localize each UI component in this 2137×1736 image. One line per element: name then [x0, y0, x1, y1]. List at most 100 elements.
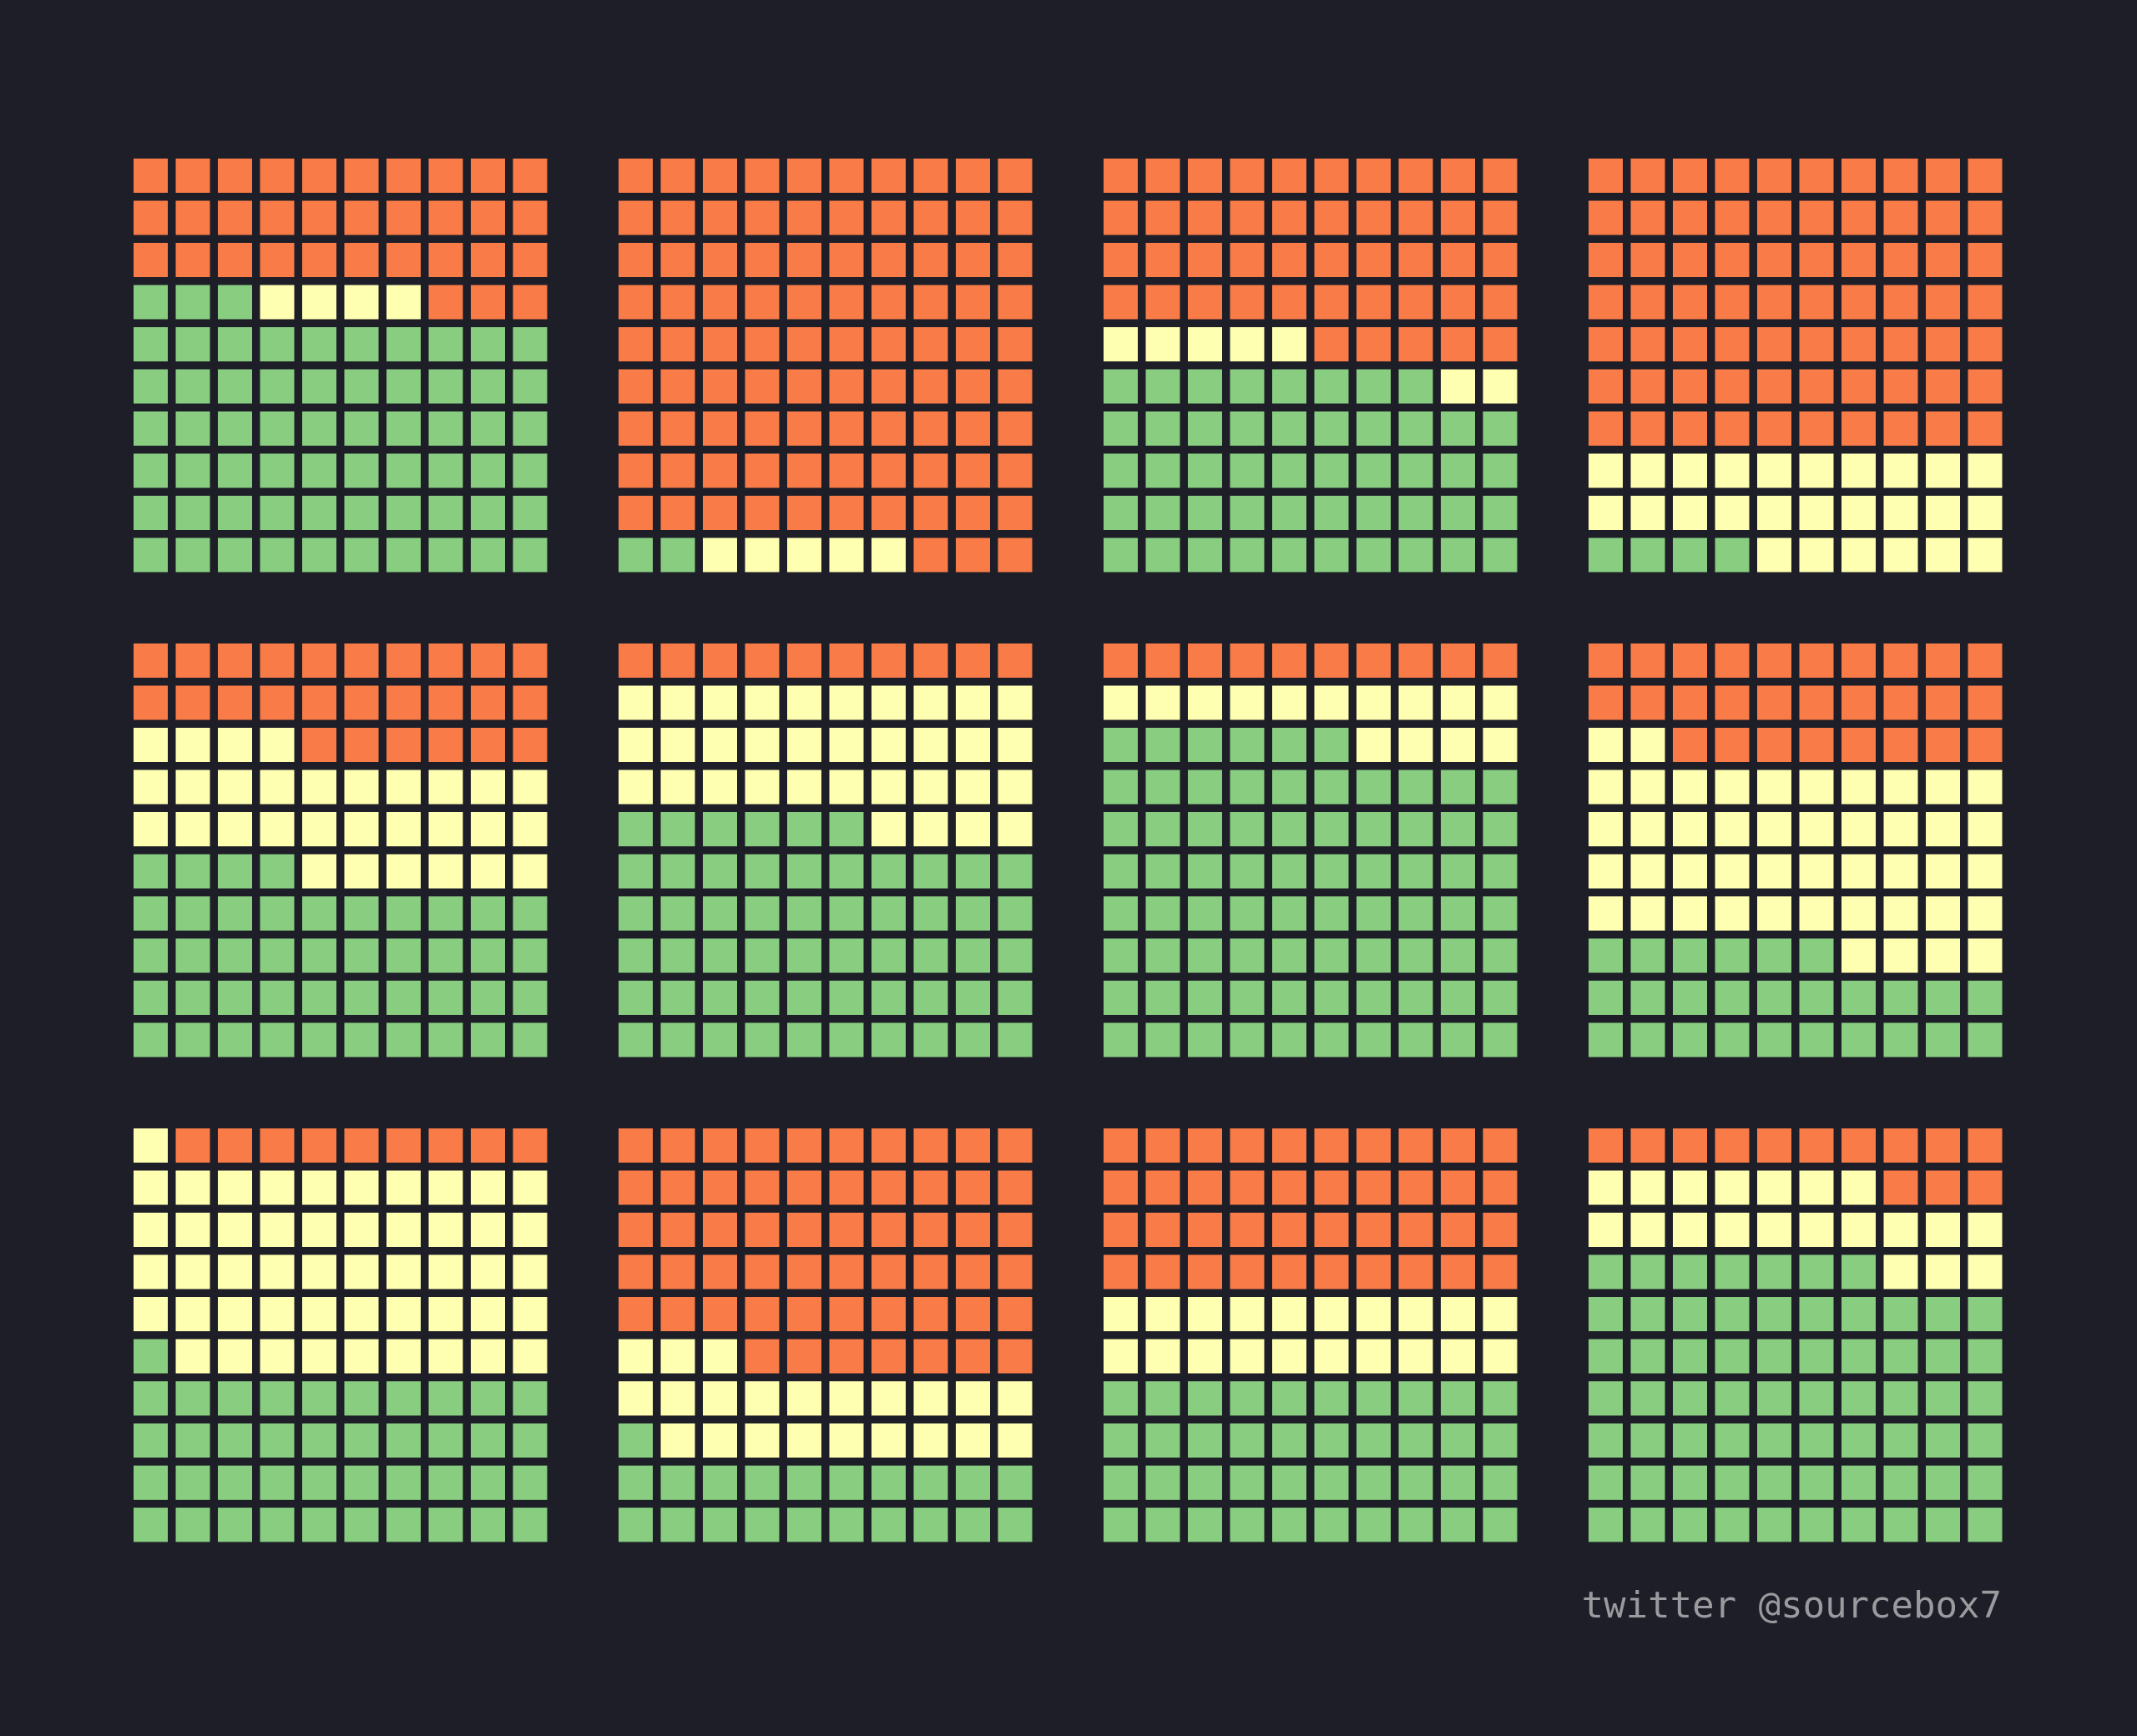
waffle-cell-yellow [1926, 1254, 1960, 1289]
waffle-cell-yellow [471, 1339, 505, 1374]
waffle-cell-orange [829, 159, 864, 193]
waffle-cell-orange [871, 1339, 906, 1374]
waffle-cell-orange [745, 159, 780, 193]
waffle-cell-yellow [386, 1297, 421, 1331]
waffle-cell-green [1314, 938, 1349, 973]
waffle-cell-orange [871, 1213, 906, 1247]
waffle-cell-orange [703, 1170, 737, 1205]
waffle-cell-green [1883, 1381, 1918, 1416]
waffle-cell-green [1673, 1381, 1707, 1416]
waffle-cell-green [1883, 1466, 1918, 1500]
waffle-cell-green [175, 1507, 210, 1542]
waffle-cell-green [1673, 938, 1707, 973]
waffle-cell-green [428, 981, 463, 1015]
waffle-cell-yellow [1715, 1213, 1750, 1247]
waffle-cell-orange [998, 243, 1033, 277]
waffle-cell-green [386, 1466, 421, 1500]
waffle-cell-yellow [1314, 1297, 1349, 1331]
waffle-cell-orange [1673, 685, 1707, 720]
waffle-cell-green [1104, 854, 1138, 889]
waffle-cell-green [1398, 938, 1433, 973]
waffle-cell-green [1441, 1507, 1475, 1542]
waffle-cell-orange [998, 1170, 1033, 1205]
waffle-cell-orange [1799, 159, 1834, 193]
waffle-cell-yellow [1968, 854, 2003, 889]
waffle-cell-orange [660, 1170, 695, 1205]
waffle-cell-green [660, 938, 695, 973]
waffle-cell-orange [660, 411, 695, 446]
waffle-cell-orange [1673, 285, 1707, 320]
waffle-cell-orange [386, 1128, 421, 1163]
waffle-cell-orange [1589, 1128, 1623, 1163]
waffle-cell-green [1968, 1381, 2003, 1416]
waffle-cell-orange [1673, 369, 1707, 404]
waffle-cell-orange [1145, 200, 1180, 235]
waffle-cell-orange [703, 159, 737, 193]
waffle-cell-green [1841, 1339, 1876, 1374]
waffle-cell-green [175, 369, 210, 404]
waffle-cell-yellow [660, 728, 695, 762]
waffle-cell-orange [1926, 243, 1960, 277]
waffle-cell-yellow [1799, 453, 1834, 488]
waffle-cell-yellow [1883, 896, 1918, 931]
waffle-cell-yellow [1673, 496, 1707, 530]
waffle-cell-orange [829, 243, 864, 277]
waffle-cell-orange [787, 1170, 821, 1205]
waffle-cell-yellow [1926, 938, 1960, 973]
waffle-cell-green [471, 453, 505, 488]
waffle-cell-orange [998, 453, 1033, 488]
waffle-cell-orange [1230, 159, 1265, 193]
waffle-cell-green [956, 854, 990, 889]
waffle-cell-orange [1104, 643, 1138, 678]
waffle-cell-orange [1356, 1170, 1391, 1205]
waffle-cell-orange [1356, 1213, 1391, 1247]
waffle-cell-green [1272, 1423, 1306, 1458]
waffle-cell-yellow [218, 1339, 252, 1374]
waffle-cell-orange [1314, 285, 1349, 320]
waffle-cell-green [134, 938, 168, 973]
waffle-cell-green [1145, 1022, 1180, 1057]
waffle-cell-yellow [1757, 770, 1791, 805]
waffle-cell-orange [428, 159, 463, 193]
waffle-cell-orange [1188, 200, 1222, 235]
waffle-cell-yellow [1188, 685, 1222, 720]
waffle-cell-yellow [1398, 728, 1433, 762]
waffle-cell-green [344, 1381, 379, 1416]
waffle-cell-green [1230, 770, 1265, 805]
waffle-cell-green [344, 981, 379, 1015]
waffle-cell-orange [913, 411, 948, 446]
waffle-cell-green [1188, 938, 1222, 973]
waffle-cell-green [134, 854, 168, 889]
waffle-cell-green [1272, 981, 1306, 1015]
waffle-cell-green [703, 812, 737, 846]
waffle-cell-green [1483, 938, 1518, 973]
waffle-cell-green [787, 981, 821, 1015]
waffle-cell-green [1483, 411, 1518, 446]
waffle-cell-green [344, 327, 379, 361]
waffle-cell-green [829, 854, 864, 889]
waffle-cell-orange [1715, 728, 1750, 762]
waffle-cell-yellow [660, 1339, 695, 1374]
waffle-cell-green [745, 1022, 780, 1057]
waffle-cell-green [1799, 1423, 1834, 1458]
waffle-cell-green [829, 812, 864, 846]
waffle-cell-orange [1715, 643, 1750, 678]
waffle-cell-yellow [1673, 770, 1707, 805]
waffle-cell-green [513, 327, 548, 361]
waffle-cell-yellow [1968, 1213, 2003, 1247]
waffle-cell-orange [703, 453, 737, 488]
waffle-cell-yellow [1188, 1339, 1222, 1374]
waffle-cell-orange [998, 537, 1033, 573]
waffle-cell-green [428, 1507, 463, 1542]
waffle-cell-green [1272, 1507, 1306, 1542]
waffle-cell-green [302, 1507, 336, 1542]
waffle-cell-yellow [745, 770, 780, 805]
waffle-cell-orange [1589, 685, 1623, 720]
waffle-cell-yellow [660, 685, 695, 720]
waffle-cell-yellow [998, 1381, 1033, 1416]
waffle-cell-orange [1230, 1170, 1265, 1205]
waffle-cell-orange [513, 159, 548, 193]
waffle-cell-green [218, 1381, 252, 1416]
waffle-cell-green [913, 896, 948, 931]
waffle-cell-green [829, 1507, 864, 1542]
